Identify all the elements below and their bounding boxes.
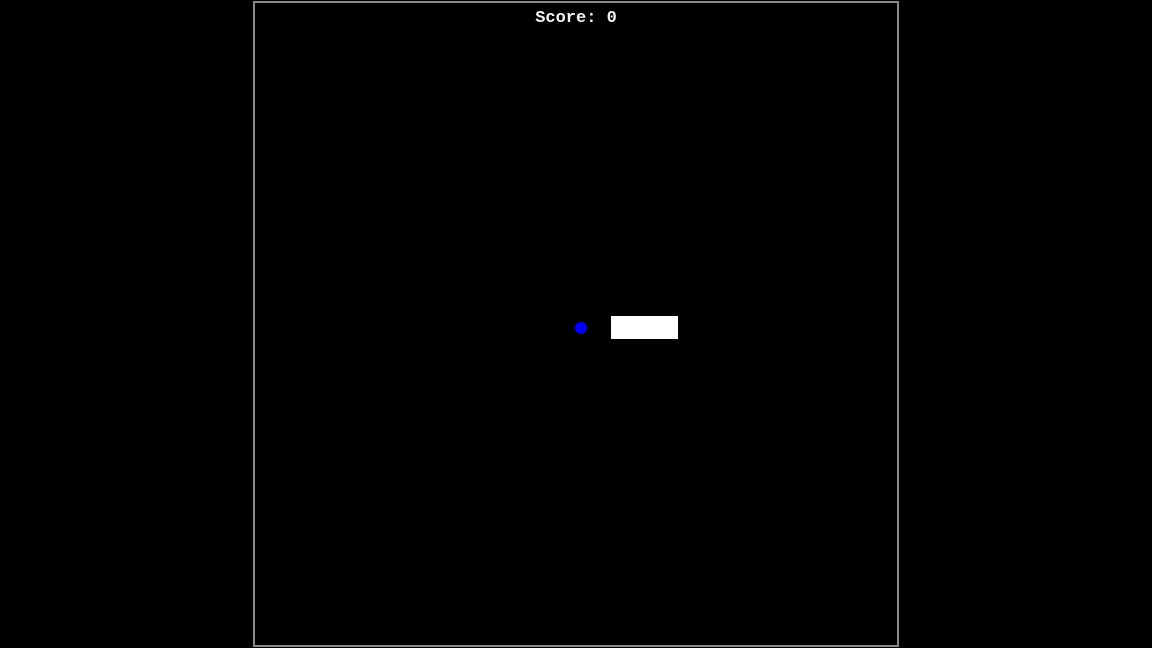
- score-display: Score: 0: [535, 9, 617, 28]
- ball: [575, 322, 587, 334]
- paddle[interactable]: [611, 316, 678, 339]
- game-canvas[interactable]: Score: 0: [253, 1, 899, 647]
